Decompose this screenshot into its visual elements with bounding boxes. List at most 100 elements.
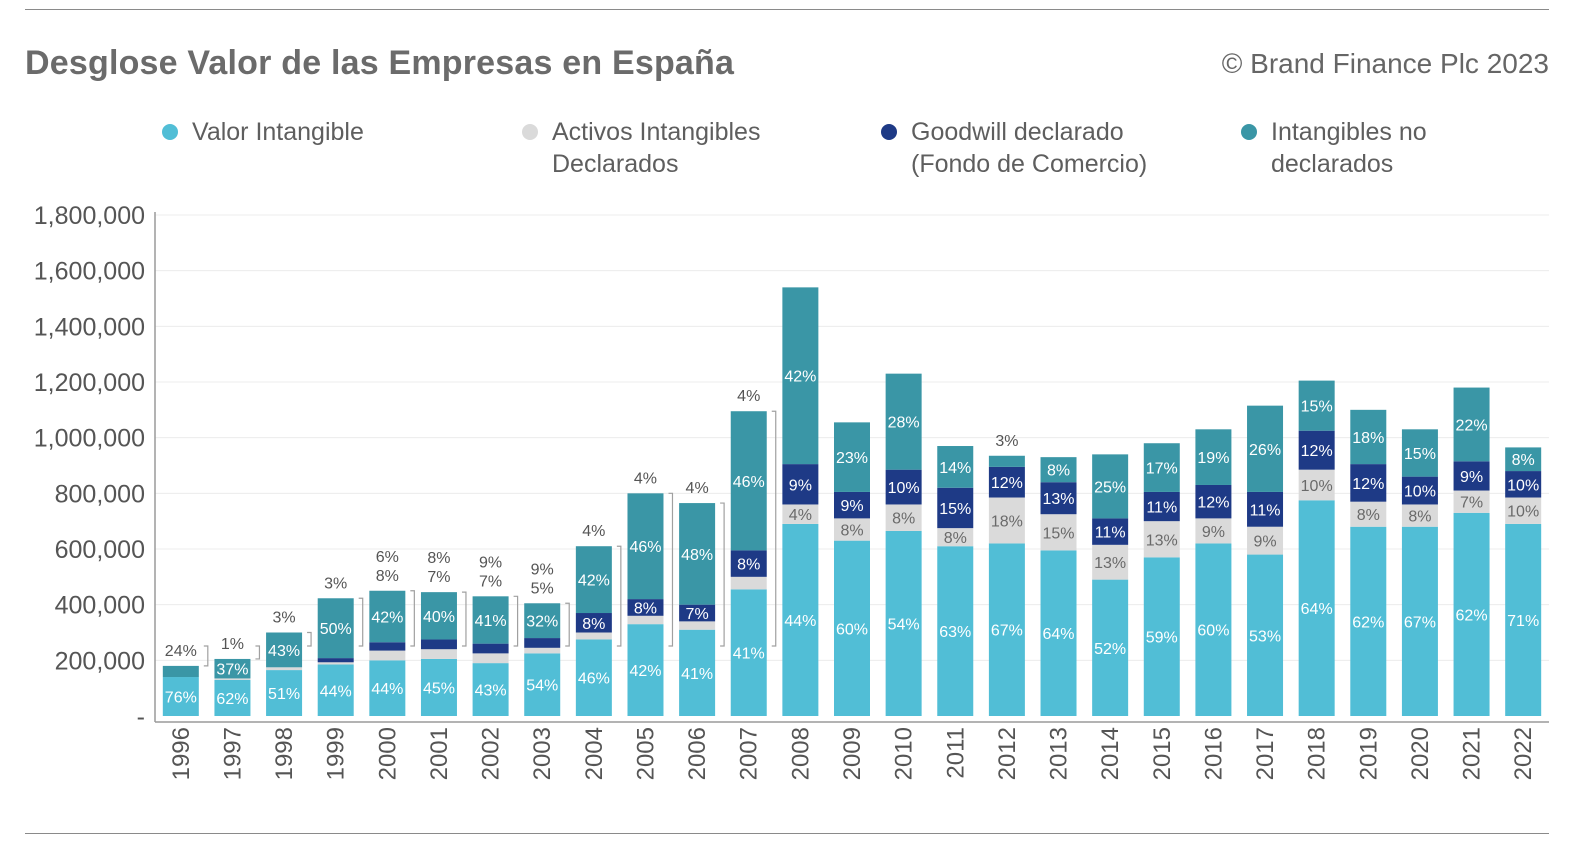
x-tick-label: 2017	[1252, 727, 1279, 780]
bar-segment	[937, 528, 974, 547]
data-label: 11%	[1250, 502, 1281, 519]
bar-segment	[1505, 447, 1542, 472]
bar-segment	[988, 497, 1025, 544]
legend-item-goodwill: Goodwill declarado (Fondo de Comercio)	[881, 116, 1147, 180]
data-label: 8%	[892, 511, 915, 528]
data-label: 53%	[1249, 628, 1281, 645]
bar-segment	[1247, 405, 1284, 492]
data-label: 12%	[1352, 476, 1384, 493]
y-tick-label: -	[137, 703, 145, 731]
bracket-mark	[616, 545, 622, 647]
data-label: 44%	[371, 681, 403, 698]
bar-segment	[317, 664, 354, 716]
bracket-mark	[720, 502, 725, 647]
bracket-mark	[410, 590, 415, 647]
x-tick-label: 1997	[219, 727, 246, 780]
data-label: 41%	[733, 646, 765, 663]
bar-segment	[1195, 484, 1232, 519]
bar-segment	[1453, 461, 1490, 491]
data-label: 71%	[1507, 613, 1539, 630]
y-tick-label: 1,800,000	[34, 202, 145, 230]
bar-segment	[524, 638, 561, 648]
bar-segment	[1040, 550, 1077, 716]
bar-segment	[782, 287, 819, 465]
bracket-mark	[771, 410, 777, 647]
y-tick-label: 800,000	[55, 480, 145, 508]
bar-segment	[1350, 501, 1387, 527]
data-label: 67%	[1404, 614, 1436, 631]
bar-segment	[1040, 514, 1077, 551]
bar-segment	[575, 613, 612, 633]
data-label: 12%	[1301, 443, 1333, 460]
data-label: 44%	[784, 613, 816, 630]
bar-segment	[679, 629, 716, 716]
bar-segment	[1247, 491, 1284, 527]
bar-segment	[524, 647, 561, 654]
bar-segment	[1195, 518, 1232, 544]
data-label: 7%	[1460, 495, 1483, 512]
bracket-mark	[513, 595, 519, 647]
data-label: 9%	[789, 477, 812, 494]
bar-segment	[162, 665, 199, 678]
legend-swatch-activos-intangibles	[522, 124, 538, 140]
bar-segment	[317, 658, 354, 663]
x-tick-label: 2012	[994, 727, 1021, 780]
bar-segment	[420, 592, 457, 640]
bar-segment	[679, 503, 716, 605]
bar-segment	[627, 493, 664, 600]
bar-segment	[1143, 443, 1180, 492]
x-tick-label: 2018	[1304, 727, 1331, 780]
bar-segment	[266, 667, 303, 671]
bar-segment	[1298, 430, 1335, 470]
data-label: 40%	[423, 609, 455, 626]
bar-segment	[214, 679, 251, 716]
y-tick-label: 1,000,000	[34, 425, 145, 453]
data-label: 9%	[1202, 524, 1225, 541]
bar-segment	[575, 632, 612, 640]
x-tick-label: 2016	[1200, 727, 1227, 780]
bracket-mark	[565, 602, 570, 647]
data-label: 17%	[1146, 461, 1178, 478]
annotation-label: 4%	[686, 480, 709, 497]
bar-segment	[730, 576, 767, 590]
bar-segment	[1401, 429, 1438, 477]
bar-segment	[162, 677, 199, 716]
bar-segment	[1453, 387, 1490, 462]
annotation-label: 8%	[427, 550, 450, 567]
x-tick-label: 2015	[1149, 727, 1176, 780]
bar-segment	[472, 596, 509, 644]
bracket-mark	[358, 597, 364, 647]
annotation-label: 5%	[531, 580, 554, 597]
data-label: 46%	[578, 671, 610, 688]
data-label: 43%	[268, 643, 300, 660]
bar-segment	[1401, 476, 1438, 505]
x-tick-label: 2001	[426, 727, 453, 780]
bar-segment	[730, 550, 767, 577]
data-label: 37%	[216, 662, 248, 679]
bar-segment	[317, 598, 354, 659]
bracket-mark	[307, 631, 312, 647]
bar-segment	[988, 455, 1025, 467]
data-label: 7%	[686, 606, 709, 623]
annotation-label: 4%	[634, 470, 657, 487]
legend-swatch-valor-intangible	[162, 124, 178, 140]
x-tick-label: 2004	[581, 727, 608, 780]
bar-segment	[1143, 521, 1180, 558]
data-label: 46%	[629, 539, 661, 556]
data-label: 42%	[371, 609, 403, 626]
annotation-label: 9%	[531, 561, 554, 578]
bar-segment	[1350, 409, 1387, 465]
data-label: 15%	[939, 501, 971, 518]
data-label: 15%	[1043, 525, 1075, 542]
bar-segment	[834, 491, 870, 519]
x-tick-label: 2007	[736, 727, 763, 780]
bar-segment	[1401, 504, 1438, 527]
legend-swatch-intangibles-no-declarados	[1241, 124, 1257, 140]
bar-segment	[885, 504, 922, 531]
legend-label-activos-intangibles: Activos Intangibles Declarados	[552, 118, 761, 178]
bar-segment	[472, 643, 509, 654]
data-label: 41%	[681, 666, 713, 683]
x-tick-label: 2014	[1097, 727, 1124, 780]
y-tick-label: 200,000	[55, 647, 145, 675]
